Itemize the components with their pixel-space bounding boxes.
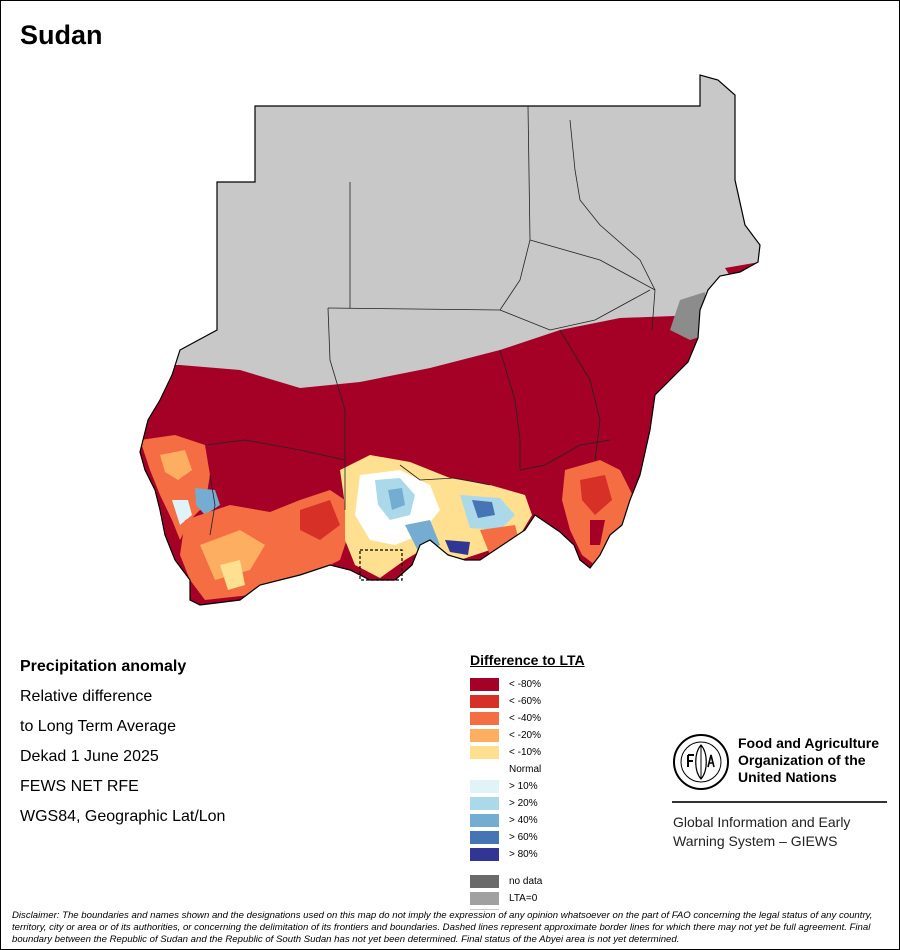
legend-swatch: [470, 746, 499, 759]
legend-swatch: [470, 848, 499, 861]
abyei-dashed-area: [359, 549, 403, 581]
logo-divider: [672, 801, 887, 803]
legend-swatch: [470, 875, 499, 888]
info-source: FEWS NET RFE: [20, 778, 139, 795]
legend-swatch: [470, 892, 499, 905]
giews-program: Global Information and Early Warning Sys…: [673, 814, 851, 849]
legend-label: < -10%: [509, 747, 541, 758]
disclaimer: Disclaimer: The boundaries and names sho…: [12, 910, 887, 946]
info-heading: Precipitation anomaly: [20, 658, 187, 675]
legend-label: < -60%: [509, 696, 541, 707]
legend: Difference to LTA < -80% < -60% < -40% < -2…: [470, 652, 585, 922]
legend-label: Normal: [509, 764, 542, 775]
legend-title: Difference to LTA: [470, 652, 585, 668]
fao-logo-icon: [673, 734, 729, 790]
legend-label: > 10%: [509, 781, 538, 792]
legend-swatch: [470, 712, 499, 725]
legend-label: no data: [509, 876, 543, 887]
legend-label: LTA=0: [509, 893, 538, 904]
map-info: Precipitation anomaly Relative differenc…: [20, 656, 225, 836]
info-period: Dekad 1 June 2025: [20, 748, 159, 765]
info-projection: WGS84, Geographic Lat/Lon: [20, 808, 226, 825]
info-line2: to Long Term Average: [20, 718, 176, 735]
fao-org-name: Food and Agriculture Organization of the…: [738, 735, 880, 785]
legend-label: < -80%: [509, 679, 541, 690]
sudan-map: [139, 74, 761, 606]
legend-label: < -40%: [509, 713, 541, 724]
legend-swatch: [470, 695, 499, 708]
legend-swatch: [470, 729, 499, 742]
legend-swatch: [470, 678, 499, 691]
legend-swatch: [470, 831, 499, 844]
legend-swatch: [470, 797, 499, 810]
legend-label: > 40%: [509, 815, 538, 826]
legend-label: > 80%: [509, 849, 538, 860]
legend-swatch: [470, 763, 499, 776]
legend-swatch: [470, 814, 499, 827]
legend-label: > 20%: [509, 798, 538, 809]
legend-label: < -20%: [509, 730, 541, 741]
info-line1: Relative difference: [20, 688, 153, 705]
map-title: Sudan: [20, 20, 103, 50]
legend-label: > 60%: [509, 832, 538, 843]
legend-swatch: [470, 780, 499, 793]
